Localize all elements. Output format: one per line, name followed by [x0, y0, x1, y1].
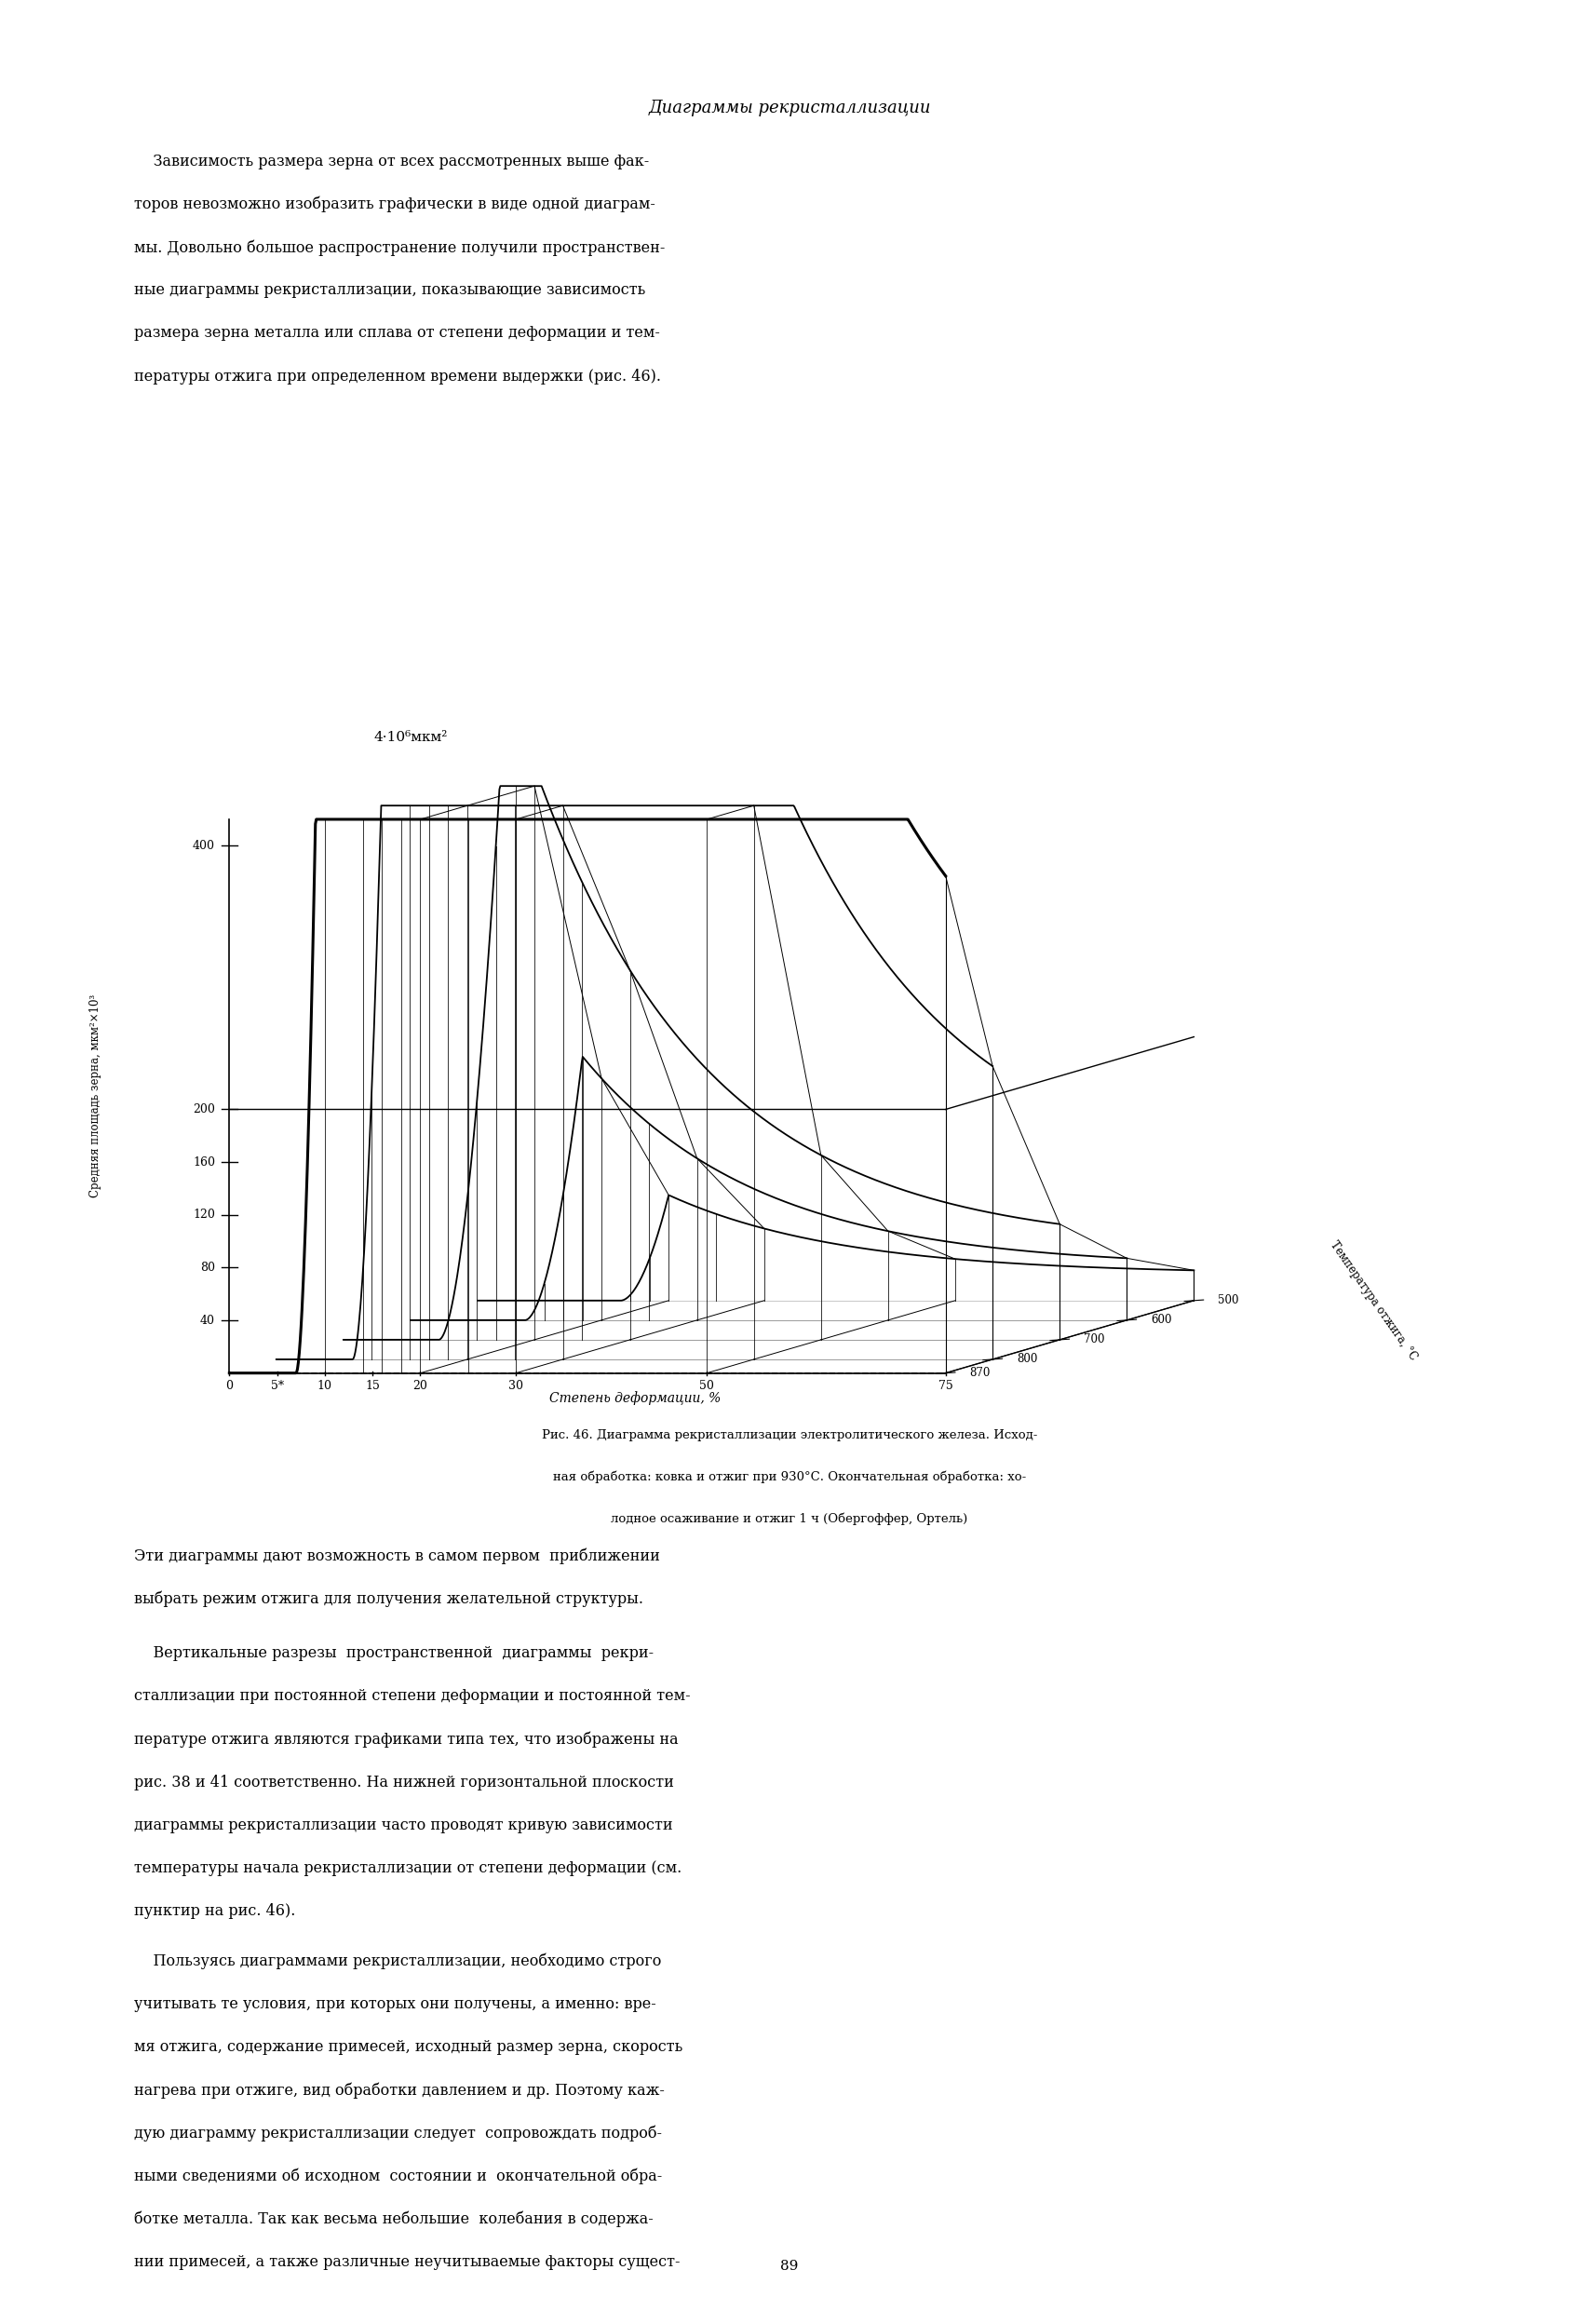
Text: 160: 160 — [193, 1155, 215, 1169]
Text: выбрать режим отжига для получения желательной структуры.: выбрать режим отжига для получения желат… — [134, 1590, 644, 1608]
Text: Пользуясь диаграммами рекристаллизации, необходимо строго: Пользуясь диаграммами рекристаллизации, … — [134, 1952, 662, 1971]
Text: 40: 40 — [201, 1315, 215, 1327]
Text: 75: 75 — [938, 1380, 954, 1392]
Text: ными сведениями об исходном  состоянии и  окончательной обра-: ными сведениями об исходном состоянии и … — [134, 2168, 662, 2185]
Text: 80: 80 — [201, 1262, 215, 1274]
Text: 50: 50 — [699, 1380, 714, 1392]
Text: дую диаграмму рекристаллизации следует  сопровождать подроб-: дую диаграмму рекристаллизации следует с… — [134, 2124, 662, 2143]
Text: Диаграммы рекристаллизации: Диаграммы рекристаллизации — [649, 100, 930, 116]
Text: Степень деформации, %: Степень деформации, % — [549, 1392, 722, 1406]
Text: 700: 700 — [1083, 1334, 1105, 1346]
Text: 89: 89 — [780, 2259, 799, 2273]
Text: торов невозможно изобразить графически в виде одной диаграм-: торов невозможно изобразить графически в… — [134, 195, 655, 214]
Text: учитывать те условия, при которых они получены, а именно: вре-: учитывать те условия, при которых они по… — [134, 1996, 657, 2013]
Text: лодное осаживание и отжиг 1 ч (Обергоффер, Ортель): лодное осаживание и отжиг 1 ч (Обергоффе… — [611, 1513, 968, 1525]
Text: 600: 600 — [1151, 1313, 1172, 1327]
Text: 870: 870 — [970, 1367, 990, 1378]
Text: рис. 38 и 41 соответственно. На нижней горизонтальной плоскости: рис. 38 и 41 соответственно. На нижней г… — [134, 1776, 674, 1789]
Text: нии примесей, а также различные неучитываемые факторы сущест-: нии примесей, а также различные неучитыв… — [134, 2254, 681, 2271]
Text: пунктир на рис. 46).: пунктир на рис. 46). — [134, 1903, 295, 1920]
Text: ные диаграммы рекристаллизации, показывающие зависимость: ные диаграммы рекристаллизации, показыва… — [134, 281, 646, 297]
Text: сталлизации при постоянной степени деформации и постоянной тем-: сталлизации при постоянной степени дефор… — [134, 1687, 690, 1703]
Text: Средняя площадь зерна, мкм²×10³: Средняя площадь зерна, мкм²×10³ — [90, 995, 101, 1197]
Text: 20: 20 — [414, 1380, 428, 1392]
Text: Температура отжига, °С: Температура отжига, °С — [1328, 1239, 1420, 1362]
Text: 10: 10 — [317, 1380, 332, 1392]
Text: мя отжига, содержание примесей, исходный размер зерна, скорость: мя отжига, содержание примесей, исходный… — [134, 2040, 682, 2054]
Text: температуры начала рекристаллизации от степени деформации (см.: температуры начала рекристаллизации от с… — [134, 1859, 682, 1875]
Text: 15: 15 — [365, 1380, 381, 1392]
Text: пературе отжига являются графиками типа тех, что изображены на: пературе отжига являются графиками типа … — [134, 1731, 679, 1748]
Text: ботке металла. Так как весьма небольшие  колебания в содержа-: ботке металла. Так как весьма небольшие … — [134, 2212, 654, 2229]
Text: пературы отжига при определенном времени выдержки (рис. 46).: пературы отжига при определенном времени… — [134, 367, 662, 383]
Text: ная обработка: ковка и отжиг при 930°С. Окончательная обработка: хо-: ная обработка: ковка и отжиг при 930°С. … — [553, 1471, 1026, 1483]
Text: нагрева при отжиге, вид обработки давлением и др. Поэтому каж-: нагрева при отжиге, вид обработки давлен… — [134, 2082, 665, 2099]
Text: мы. Довольно большое распространение получили пространствен-: мы. Довольно большое распространение пол… — [134, 239, 665, 256]
Text: 4·10⁶мкм²: 4·10⁶мкм² — [374, 732, 448, 744]
Text: 800: 800 — [1017, 1353, 1037, 1367]
Text: Рис. 46. Диаграмма рекристаллизации электролитического железа. Исход-: Рис. 46. Диаграмма рекристаллизации элек… — [542, 1429, 1037, 1441]
Text: 120: 120 — [193, 1208, 215, 1220]
Text: 5*: 5* — [270, 1380, 284, 1392]
Text: 500: 500 — [1217, 1294, 1240, 1306]
Text: Эти диаграммы дают возможность в самом первом  приближении: Эти диаграммы дают возможность в самом п… — [134, 1548, 660, 1564]
Text: 30: 30 — [508, 1380, 523, 1392]
Text: 0: 0 — [226, 1380, 234, 1392]
Text: Вертикальные разрезы  пространственной  диаграммы  рекри-: Вертикальные разрезы пространственной ди… — [134, 1645, 654, 1662]
Text: Зависимость размера зерна от всех рассмотренных выше фак-: Зависимость размера зерна от всех рассмо… — [134, 153, 649, 170]
Text: размера зерна металла или сплава от степени деформации и тем-: размера зерна металла или сплава от степ… — [134, 325, 660, 342]
Text: 200: 200 — [193, 1104, 215, 1116]
Text: 400: 400 — [193, 839, 215, 851]
Text: диаграммы рекристаллизации часто проводят кривую зависимости: диаграммы рекристаллизации часто проводя… — [134, 1817, 673, 1834]
